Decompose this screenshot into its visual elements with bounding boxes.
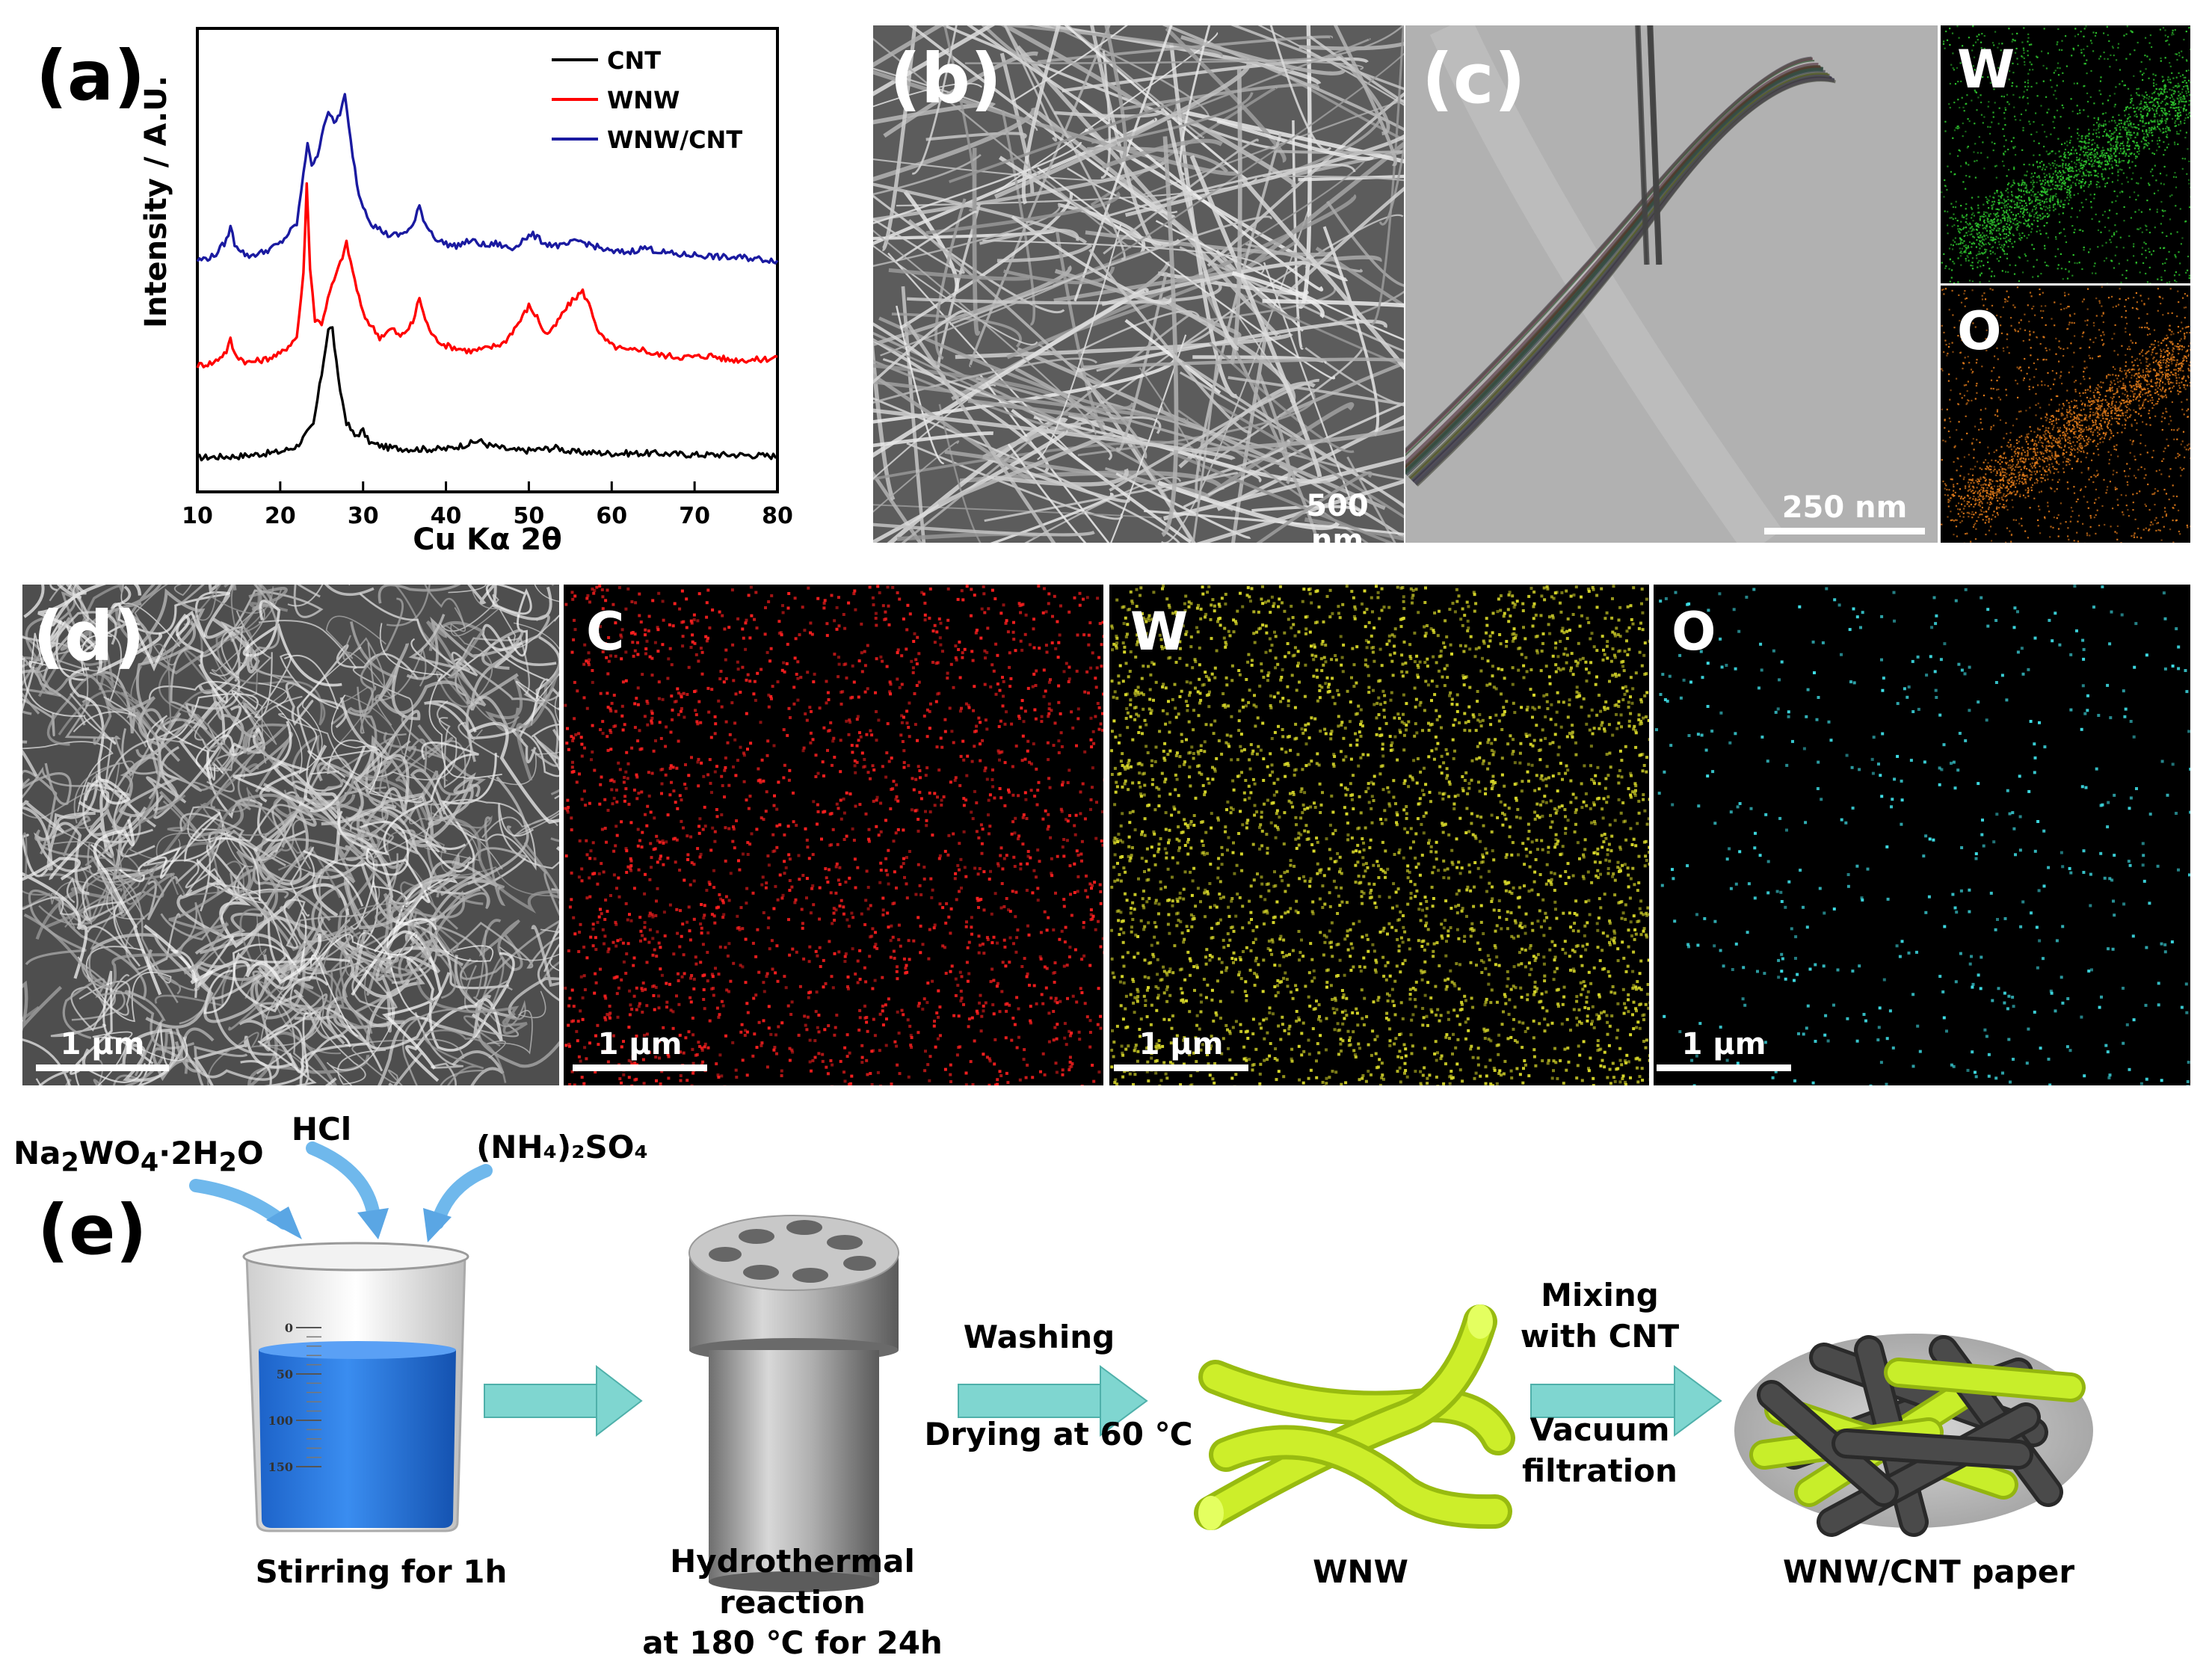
beaker-tick-label: 50 <box>277 1367 293 1381</box>
step-caption-hydrothermal: Hydrothermal reaction at 180 ℃ for 24h <box>598 1541 987 1664</box>
process-arrow-1 <box>484 1366 641 1435</box>
reagent-arrow-left <box>196 1186 302 1239</box>
plot-frame <box>197 28 777 492</box>
map-c-o-label: O <box>1957 305 2002 357</box>
scheme-graphics: 0 50 100 150 <box>0 1103 2212 1627</box>
step-caption-paper: WNW/CNT paper <box>1779 1552 2078 1593</box>
beaker-tick-label: 100 <box>268 1414 293 1428</box>
step-caption-wnw: WNW <box>1271 1552 1450 1593</box>
map-d-o-label: O <box>1672 605 1716 658</box>
step-caption-stirring: Stirring for 1h <box>224 1552 538 1593</box>
legend-label: WNW <box>607 86 680 114</box>
scalebar-d-label: 1 μm <box>36 1027 169 1061</box>
eds-map-d-w: W 1 μm <box>1109 585 1649 1085</box>
panel-label-b: (b) <box>890 45 1002 114</box>
scalebar-c: 250 nm <box>1764 490 1925 534</box>
x-tick-label: 20 <box>265 503 296 529</box>
map-d-w-label: W <box>1130 605 1188 658</box>
x-axis-label: Cu Kα 2θ <box>413 523 561 557</box>
map-d-c-label: C <box>586 605 624 658</box>
panel-label-c: (c) <box>1422 45 1526 114</box>
eds-map-c-w: W <box>1941 25 2190 283</box>
x-tick-label: 10 <box>182 503 213 529</box>
x-tick-label: 30 <box>348 503 379 529</box>
beaker-tick-label: 150 <box>268 1460 293 1474</box>
beaker-tick-label: 0 <box>285 1321 293 1335</box>
legend-label: WNW/CNT <box>607 126 742 154</box>
wnw-nanowires <box>1198 1304 1498 1530</box>
eds-map-d-c: C 1 μm <box>564 585 1103 1085</box>
scalebar-d: 1 μm <box>36 1027 169 1071</box>
scalebar-d-w-label: 1 μm <box>1114 1027 1248 1061</box>
scalebar-b: 500 nm <box>1281 489 1393 543</box>
sem-image-b: (b) 500 nm <box>873 25 1404 543</box>
arrow3-top-label: Mixing with CNT <box>1510 1275 1689 1357</box>
scalebar-d-o: 1 μm <box>1657 1027 1791 1071</box>
reagent-arrow-middle <box>312 1148 389 1239</box>
x-tick-label: 70 <box>679 503 710 529</box>
tem-image-c: (c) 250 nm <box>1405 25 1938 543</box>
panel-label-a: (a) <box>36 42 145 111</box>
scalebar-d-c-label: 1 μm <box>573 1027 707 1061</box>
map-c-w-label: W <box>1957 43 2015 96</box>
eds-map-c-o: O <box>1941 286 2190 543</box>
series-line-wnw <box>197 184 777 369</box>
scalebar-c-label: 250 nm <box>1764 490 1925 525</box>
x-tick-label: 60 <box>596 503 627 529</box>
x-tick-label: 80 <box>762 503 793 529</box>
legend-label: CNT <box>607 46 661 75</box>
arrow2-top-label: Washing <box>949 1317 1129 1358</box>
scalebar-d-o-label: 1 μm <box>1657 1027 1791 1061</box>
wnw-cnt-paper <box>1734 1334 2093 1528</box>
scalebar-d-c: 1 μm <box>573 1027 707 1071</box>
series-line-wnw-cnt <box>197 94 777 263</box>
arrow3-bottom-label: Vacuum filtration <box>1510 1410 1689 1491</box>
scalebar-b-label: 500 nm <box>1281 489 1393 543</box>
eds-map-d-o: O 1 μm <box>1654 585 2190 1085</box>
reagent-arrow-right <box>423 1171 486 1242</box>
beaker: 0 50 100 150 <box>244 1243 468 1531</box>
scalebar-d-w: 1 μm <box>1114 1027 1248 1071</box>
arrow2-bottom-label: Drying at 60 ℃ <box>924 1414 1193 1455</box>
autoclave <box>689 1215 899 1592</box>
sem-image-d: (d) 1 μm <box>22 585 559 1085</box>
panel-label-d: (d) <box>33 603 145 671</box>
